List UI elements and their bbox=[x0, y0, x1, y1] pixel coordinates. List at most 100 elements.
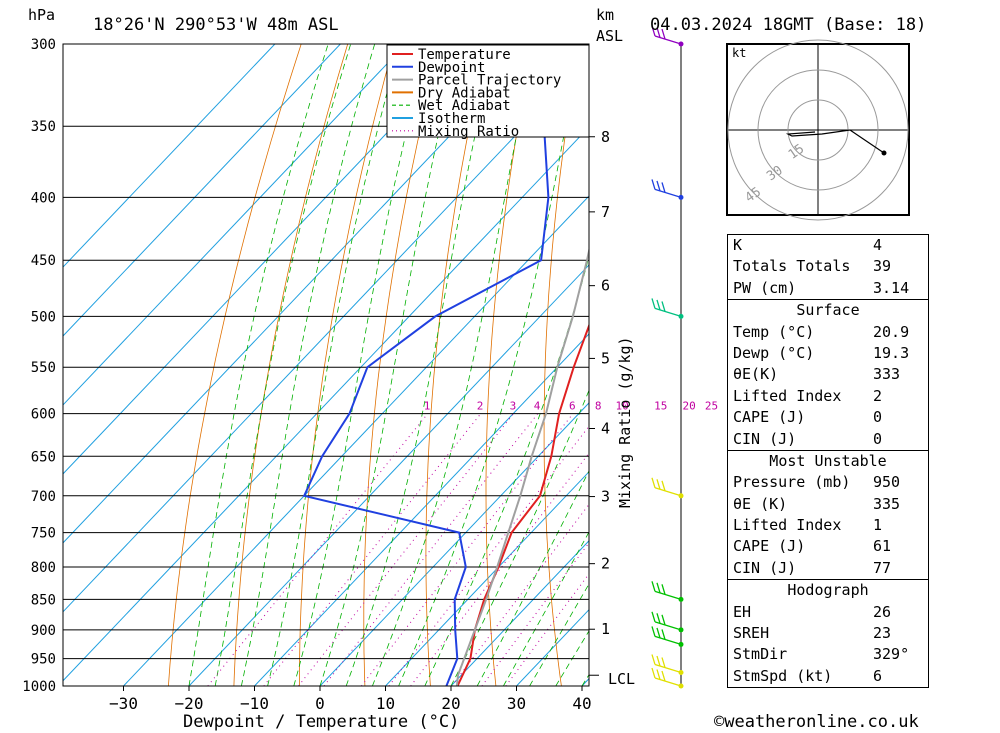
hodograph-index-label: StmDir bbox=[733, 645, 788, 664]
most-unstable-index-label: Pressure (mb) bbox=[733, 473, 851, 492]
height-tick-label: 8 bbox=[601, 128, 610, 146]
x-tick-label: 10 bbox=[376, 694, 395, 713]
pressure-tick-label: 300 bbox=[31, 37, 56, 53]
height-tick-label: 5 bbox=[601, 349, 610, 367]
most-unstable-index-row: Pressure (mb) 950 bbox=[728, 472, 928, 493]
most-unstable-index-value: 950 bbox=[873, 473, 901, 492]
mixing-ratio-line bbox=[298, 413, 514, 686]
general-index-label: PW (cm) bbox=[733, 278, 797, 297]
most-unstable-index-row: CIN (J) 77 bbox=[728, 558, 928, 579]
wind-barb-flag bbox=[661, 670, 666, 682]
wind-barb-shaft bbox=[654, 188, 682, 199]
isotherm-line bbox=[450, 540, 589, 686]
height-tick-label: 6 bbox=[601, 277, 610, 295]
most-unstable-index-label: θE (K) bbox=[733, 494, 788, 513]
height-tick-label: 2 bbox=[601, 555, 610, 573]
wind-barb-flag bbox=[651, 667, 656, 679]
hodograph-index-value: 23 bbox=[873, 624, 892, 643]
mixing-ratio-label: 6 bbox=[569, 400, 576, 413]
hodograph-index-value: 26 bbox=[873, 602, 892, 621]
pressure-tick-label: 400 bbox=[31, 190, 56, 206]
wet-adiabat-line bbox=[503, 531, 589, 686]
wind-barb-flag bbox=[656, 299, 661, 311]
most-unstable-index-label: Lifted Index bbox=[733, 516, 842, 535]
hodograph-trace bbox=[785, 129, 885, 154]
hodograph-unit: kt bbox=[732, 46, 746, 60]
hodograph-index-value: 329° bbox=[873, 645, 910, 664]
height-tick-label: 1 bbox=[601, 620, 610, 638]
hodograph-index-label: StmSpd (kt) bbox=[733, 666, 833, 685]
wind-barb-shaft bbox=[654, 487, 682, 497]
hodograph-section-title: Hodograph bbox=[728, 579, 928, 601]
pressure-tick-label: 850 bbox=[31, 592, 56, 608]
mixing-ratio-line bbox=[505, 573, 589, 686]
mixing-ratio-line bbox=[481, 542, 589, 686]
surface-index-row: Temp (°C) 20.9 bbox=[728, 322, 928, 343]
x-tick-label: −30 bbox=[109, 694, 138, 713]
legend-label: Temperature bbox=[418, 47, 511, 63]
wind-barb-flag bbox=[651, 611, 656, 623]
lcl-label: LCL bbox=[608, 670, 635, 688]
dry-adiabat-line bbox=[233, 44, 349, 686]
mixing-ratio-line bbox=[361, 413, 574, 686]
dry-adiabat-line bbox=[425, 44, 488, 686]
surface-index-label: Lifted Index bbox=[733, 386, 842, 405]
mixing-ratio-label: 10 bbox=[616, 400, 629, 413]
credit: ©weatheronline.co.uk bbox=[714, 712, 919, 732]
height-tick-label: 3 bbox=[601, 488, 610, 506]
hodograph-ring-label: 30 bbox=[764, 163, 785, 184]
hodograph-index-value: 6 bbox=[873, 666, 883, 685]
series-line-dewpoint bbox=[302, 44, 550, 686]
wind-barb-flag bbox=[661, 584, 666, 595]
wind-barb-flag bbox=[661, 657, 666, 668]
datetime-title: 04.03.2024 18GMT (Base: 18) bbox=[650, 15, 926, 35]
pressure-tick-label: 500 bbox=[31, 309, 56, 325]
dry-adiabat-line bbox=[485, 44, 534, 686]
general-index-value: 4 bbox=[873, 236, 883, 254]
surface-index-row: Lifted Index 2 bbox=[728, 386, 928, 407]
isotherm-line bbox=[63, 44, 341, 337]
indices-table: K 4 Totals Totals 39 PW (cm) 3.14 Surface Tem… bbox=[727, 234, 929, 689]
x-tick-label: 0 bbox=[315, 694, 325, 713]
wet-adiabat-line bbox=[398, 44, 583, 686]
mixing-ratio-label: 8 bbox=[595, 400, 602, 413]
surface-index-row: CIN (J) 0 bbox=[728, 429, 928, 450]
legend-label: Wet Adiabat bbox=[418, 98, 511, 114]
hodograph-index-label: EH bbox=[733, 602, 752, 621]
wind-barb-shaft bbox=[654, 635, 682, 646]
isotherm-line bbox=[319, 402, 589, 686]
height-unit: km bbox=[596, 6, 614, 24]
dry-adiabat-line bbox=[168, 44, 302, 686]
x-tick-label: 40 bbox=[572, 694, 591, 713]
hodograph-index-row: StmDir 329° bbox=[728, 644, 928, 665]
hodograph-index-row: StmSpd (kt) 6 bbox=[728, 666, 928, 687]
wind-barb-flag bbox=[651, 179, 656, 190]
height-tick-label: 4 bbox=[601, 420, 610, 438]
general-index-value: 39 bbox=[873, 257, 892, 276]
wind-barb-flag bbox=[661, 301, 666, 312]
surface-section-title: Surface bbox=[728, 299, 928, 321]
most-unstable-section-title: Most Unstable bbox=[728, 449, 928, 472]
pressure-tick-label: 350 bbox=[31, 119, 56, 135]
pressure-tick-label: 700 bbox=[31, 489, 56, 505]
hodograph-ring-label: 15 bbox=[786, 141, 807, 162]
wind-barb-flag bbox=[656, 669, 661, 680]
wind-barb-flag bbox=[661, 28, 666, 40]
mixing-ratio-label: 4 bbox=[534, 400, 541, 413]
wet-adiabat-line bbox=[345, 44, 496, 686]
surface-index-row: CAPE (J) 0 bbox=[728, 407, 928, 428]
pressure-tick-label: 900 bbox=[31, 623, 56, 639]
pressure-tick-label: 750 bbox=[31, 526, 56, 542]
surface-index-label: θE(K) bbox=[733, 365, 779, 384]
wind-barb-shaft bbox=[654, 35, 682, 45]
most-unstable-index-value: 1 bbox=[873, 516, 883, 535]
legend-label: Isotherm bbox=[418, 111, 485, 127]
mixing-ratio-axis-label: Mixing Ratio (g/kg) bbox=[616, 336, 634, 508]
most-unstable-index-row: Lifted Index 1 bbox=[728, 515, 928, 536]
wind-barb-shaft bbox=[654, 621, 682, 631]
isotherm-line bbox=[385, 471, 589, 686]
pressure-unit: hPa bbox=[28, 6, 55, 24]
wind-barb-flag bbox=[656, 479, 661, 490]
general-index-label: Totals Totals bbox=[733, 257, 851, 276]
